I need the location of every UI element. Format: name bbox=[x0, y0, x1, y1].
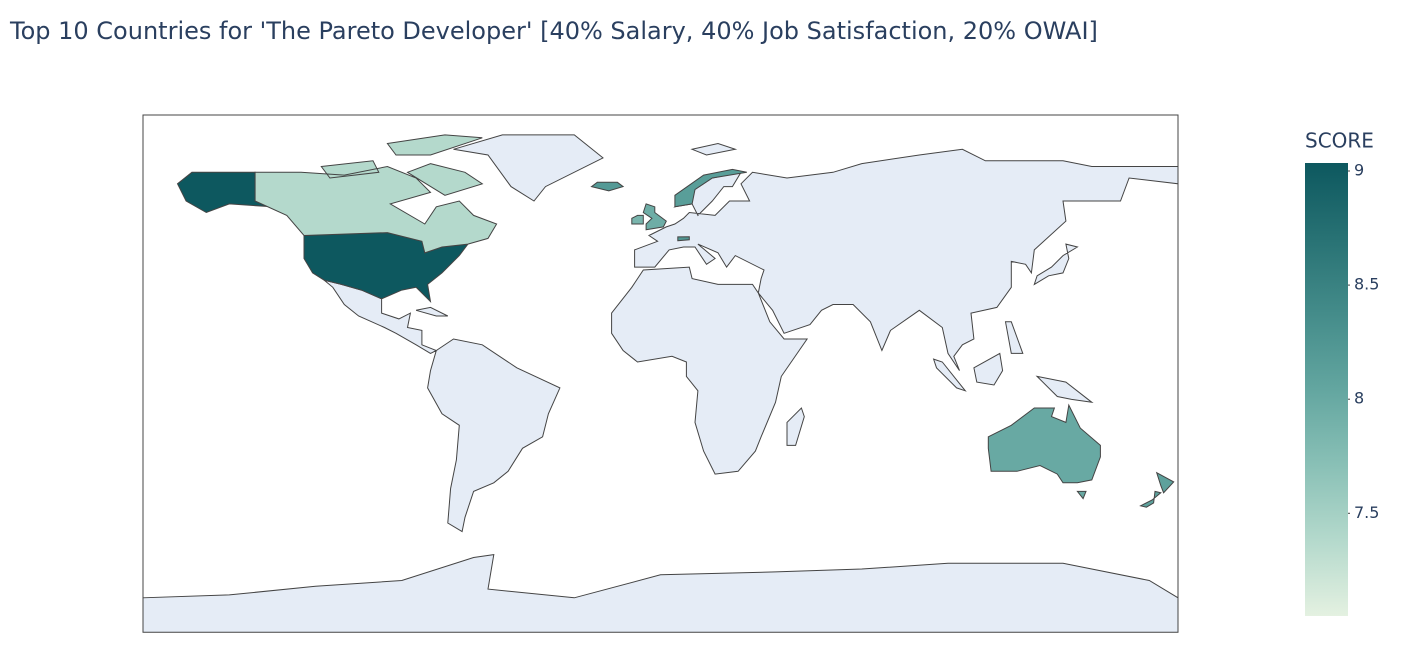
countries bbox=[176, 134, 1175, 508]
country bbox=[987, 403, 1101, 500]
colorbar bbox=[1305, 163, 1348, 616]
country bbox=[677, 236, 690, 242]
land bbox=[142, 134, 1179, 633]
country bbox=[254, 134, 498, 254]
country bbox=[590, 181, 625, 192]
country bbox=[642, 203, 667, 231]
colorbar-tick-label: 8.5 bbox=[1354, 275, 1379, 294]
country bbox=[1139, 471, 1175, 508]
colorbar-tick-label: 8 bbox=[1354, 389, 1364, 408]
colorbar-tick-label: 9 bbox=[1354, 160, 1364, 179]
colorbar-tick-label: 7.5 bbox=[1354, 503, 1379, 522]
country bbox=[631, 214, 644, 225]
colorbar-title: SCORE bbox=[1305, 129, 1374, 153]
land-shape bbox=[142, 134, 1179, 633]
country bbox=[674, 168, 747, 208]
chart-title: Top 10 Countries for 'The Pareto Develop… bbox=[9, 17, 1098, 45]
